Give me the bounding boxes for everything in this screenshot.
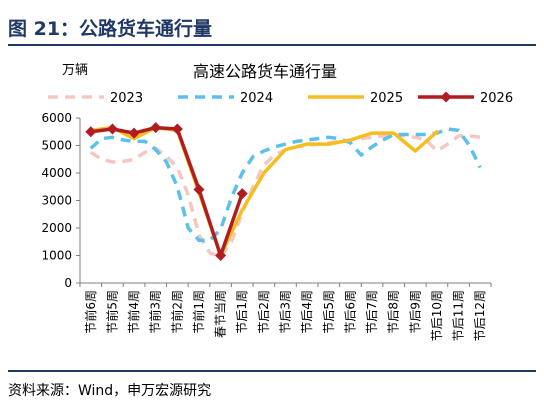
y-tick-label: 4000 (41, 166, 72, 180)
series-line-2024 (89, 127, 482, 243)
x-tick-label: 春节当周 (214, 290, 228, 338)
x-tick-label: 节前3周 (148, 290, 163, 334)
y-tick-label: 1000 (41, 249, 72, 263)
series-line-2025 (89, 125, 439, 258)
series-line-2023 (89, 132, 481, 259)
x-tick-label: 节前4周 (126, 290, 141, 334)
chart-series (85, 122, 482, 261)
x-tick-label: 节后2周 (257, 290, 271, 334)
x-tick-label: 节前5周 (104, 290, 119, 334)
series-point-2026 (193, 184, 205, 195)
legend-label-2026: 2026 (480, 91, 513, 106)
x-tick-label: 节后1周 (235, 290, 249, 334)
y-tick-label: 6000 (41, 111, 72, 125)
chart-axes: 0 1000 2000 3000 4000 5000 6000 节前6周 节前5周 节前4周 节前3… (41, 111, 492, 341)
series-point-2026 (106, 123, 118, 135)
series-point-2026 (150, 122, 162, 134)
x-tick-label: 节前2周 (169, 290, 184, 334)
x-tick-label: 节后5周 (322, 290, 336, 334)
x-tick-label: 节后7周 (365, 290, 379, 334)
legend-label-2023: 2023 (110, 91, 143, 106)
legend-label-2025: 2025 (370, 91, 403, 106)
source-rule (8, 370, 536, 372)
series-point-2026 (236, 188, 248, 200)
legend-label-2024: 2024 (240, 91, 273, 106)
x-tick-label: 节后4周 (300, 290, 314, 334)
legend-marker-2026 (440, 91, 452, 103)
x-tick-label: 节后6周 (343, 290, 357, 334)
x-tick-label: 节前1周 (191, 290, 206, 334)
x-tick-label: 节后11周 (452, 290, 466, 341)
x-tick-label: 节后3周 (279, 290, 293, 334)
x-tick-label: 节后12周 (473, 290, 487, 341)
chart-plot: 万辆 高速公路货车通行量 2023 2024 2025 2026 0 1000 2000 3… (41, 62, 513, 341)
chart-title: 高速公路货车通行量 (193, 62, 337, 81)
series-point-2026 (171, 123, 183, 135)
y-tick-label: 3000 (41, 194, 72, 208)
y-axis-unit-label: 万辆 (62, 63, 88, 78)
x-tick-label: 节后8周 (387, 290, 401, 334)
series-point-2026 (215, 250, 227, 261)
y-tick-label: 0 (64, 276, 72, 290)
source-note: 资料来源：Wind，申万宏源研究 (8, 383, 212, 399)
series-line-2026 (89, 125, 244, 258)
x-tick-label: 节后10周 (430, 290, 444, 341)
x-tick-label: 节后9周 (408, 290, 422, 334)
series-point-2026 (128, 127, 140, 139)
chart-legend: 2023 2024 2025 2026 (48, 91, 513, 106)
x-tick-label: 节前6周 (83, 290, 98, 334)
y-tick-label: 2000 (41, 221, 72, 235)
title-rule (8, 44, 536, 46)
y-tick-label: 5000 (41, 139, 72, 153)
figure-title: 图 21：公路货车通行量 (8, 18, 213, 40)
series-point-2026 (85, 126, 97, 138)
